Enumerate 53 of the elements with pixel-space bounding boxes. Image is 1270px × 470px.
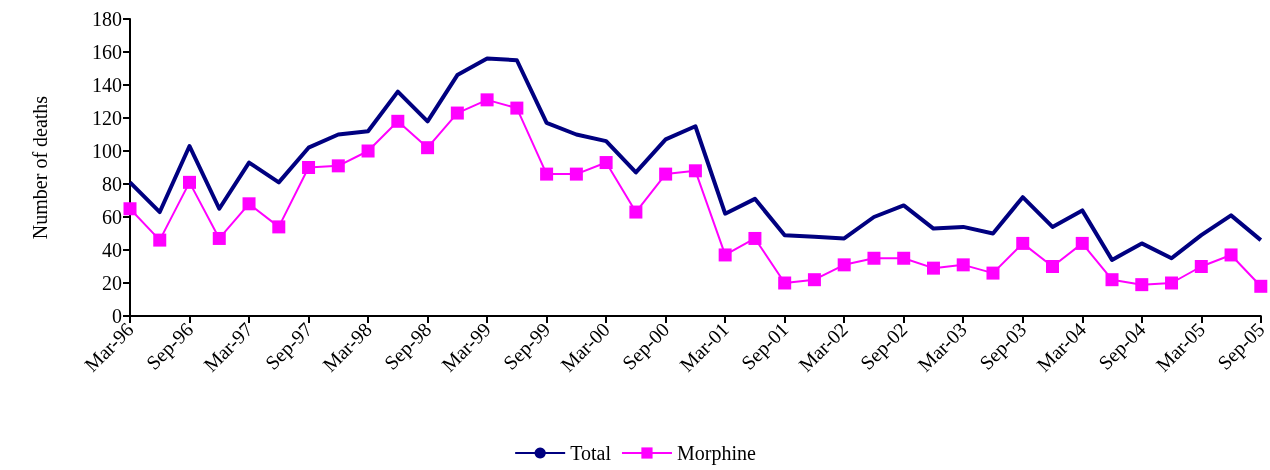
point xyxy=(212,231,226,245)
point xyxy=(421,141,435,155)
point xyxy=(659,167,673,181)
y-tick-label: 160 xyxy=(92,41,122,63)
y-tick-label: 40 xyxy=(102,239,122,261)
point xyxy=(986,266,1000,280)
point xyxy=(688,164,702,178)
point xyxy=(926,261,940,275)
point xyxy=(718,248,732,262)
point xyxy=(1016,236,1030,250)
point xyxy=(1046,260,1059,273)
point xyxy=(897,251,911,265)
point xyxy=(302,161,316,174)
line-series xyxy=(128,56,1263,262)
point xyxy=(837,258,851,272)
point xyxy=(778,276,792,290)
point xyxy=(867,251,881,265)
point xyxy=(1105,273,1119,287)
y-tick-label: 180 xyxy=(92,8,122,30)
point xyxy=(450,106,464,120)
y-tick-label: 60 xyxy=(102,206,122,228)
point xyxy=(1194,260,1208,273)
point xyxy=(242,197,256,211)
y-tick-label: 120 xyxy=(92,107,122,129)
y-axis-title: Number of deaths xyxy=(29,95,51,240)
legend-label: Total xyxy=(570,442,612,464)
point xyxy=(807,273,821,287)
point xyxy=(331,159,345,173)
point xyxy=(1075,236,1089,250)
point xyxy=(748,231,762,245)
point xyxy=(540,167,554,181)
point xyxy=(272,220,286,234)
point xyxy=(1165,276,1179,290)
y-tick-label: 140 xyxy=(92,74,122,96)
point xyxy=(153,233,167,247)
point xyxy=(1224,248,1238,262)
point xyxy=(480,93,494,107)
point xyxy=(123,202,137,216)
y-tick-label: 20 xyxy=(102,272,122,294)
y-tick-label: 100 xyxy=(92,140,122,162)
point xyxy=(1135,278,1149,292)
y-tick-label: 80 xyxy=(102,173,122,195)
y-tick-label: 0 xyxy=(112,305,122,327)
point xyxy=(956,258,970,272)
point xyxy=(569,167,583,181)
legend-label: Morphine xyxy=(676,442,756,465)
point xyxy=(183,175,197,189)
point xyxy=(391,114,405,128)
point xyxy=(361,144,375,158)
point xyxy=(629,205,643,219)
point xyxy=(1254,279,1268,293)
point xyxy=(599,156,613,170)
point xyxy=(510,101,524,115)
